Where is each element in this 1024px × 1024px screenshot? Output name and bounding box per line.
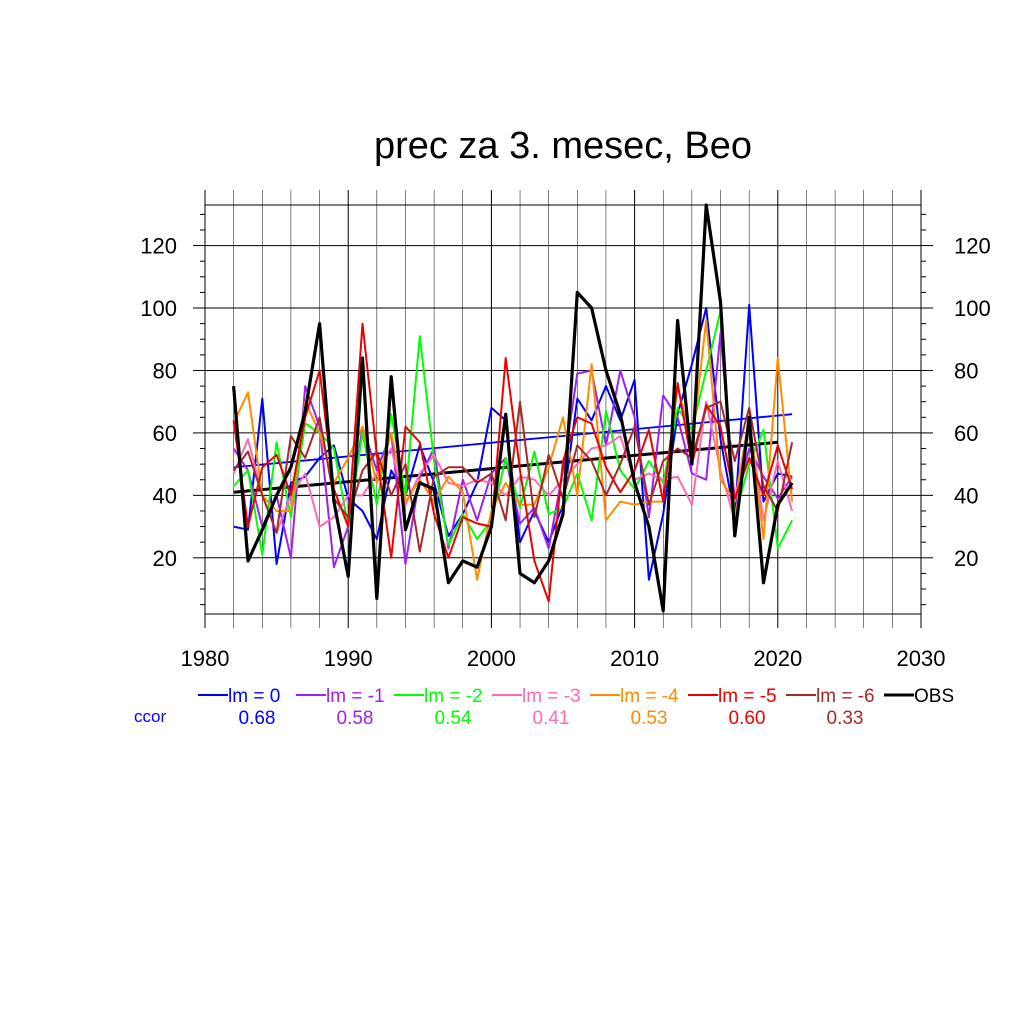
x-tick-label: 2010 bbox=[610, 646, 659, 671]
legend-label: OBS bbox=[914, 686, 954, 707]
x-tick-label: 1990 bbox=[324, 646, 373, 671]
grid bbox=[204, 190, 922, 628]
y-tick-label-left: 120 bbox=[140, 234, 177, 259]
legend-ccor-value: 0.60 bbox=[729, 708, 766, 729]
x-tick-label: 1980 bbox=[181, 646, 230, 671]
x-tick-label: 2030 bbox=[897, 646, 946, 671]
series-line bbox=[232, 203, 794, 613]
series-line bbox=[232, 332, 793, 569]
legend-label: lm = 0 bbox=[228, 686, 280, 707]
legend-label: lm = -3 bbox=[522, 686, 581, 707]
y-tick-label-left: 40 bbox=[153, 483, 177, 508]
y-tick-label-right: 60 bbox=[954, 421, 978, 446]
y-tick-label-right: 20 bbox=[954, 546, 978, 571]
legend-ccor-value: 0.58 bbox=[337, 708, 374, 729]
plot-frame bbox=[204, 190, 922, 628]
series-lines bbox=[232, 203, 794, 613]
chart-title: prec za 3. mesec, Beo bbox=[374, 125, 752, 167]
x-tick-label: 2020 bbox=[753, 646, 802, 671]
legend-label: lm = -1 bbox=[326, 686, 385, 707]
legend-ccor-value: 0.33 bbox=[827, 708, 864, 729]
y-tick-label-left: 20 bbox=[153, 546, 177, 571]
y-tick-label-right: 80 bbox=[954, 358, 978, 383]
series-line bbox=[232, 400, 794, 553]
y-tick-label-left: 100 bbox=[140, 296, 177, 321]
y-tick-label-left: 60 bbox=[153, 421, 177, 446]
legend-label: lm = -6 bbox=[816, 686, 875, 707]
legend-ccor-value: 0.53 bbox=[631, 708, 668, 729]
legend-label: lm = -4 bbox=[620, 686, 679, 707]
y-tick-label-right: 120 bbox=[954, 234, 991, 259]
y-tick-label-right: 40 bbox=[954, 483, 978, 508]
legend-label: lm = -2 bbox=[424, 686, 483, 707]
x-tick-label: 2000 bbox=[467, 646, 516, 671]
ccor-label: ccor bbox=[134, 707, 166, 726]
y-tick-label-left: 80 bbox=[153, 358, 177, 383]
legend-label: lm = -5 bbox=[718, 686, 777, 707]
y-tick-label-right: 100 bbox=[954, 296, 991, 321]
legend-ccor-value: 0.54 bbox=[435, 708, 472, 729]
legend-ccor-value: 0.68 bbox=[239, 708, 276, 729]
legend-ccor-value: 0.41 bbox=[533, 708, 570, 729]
